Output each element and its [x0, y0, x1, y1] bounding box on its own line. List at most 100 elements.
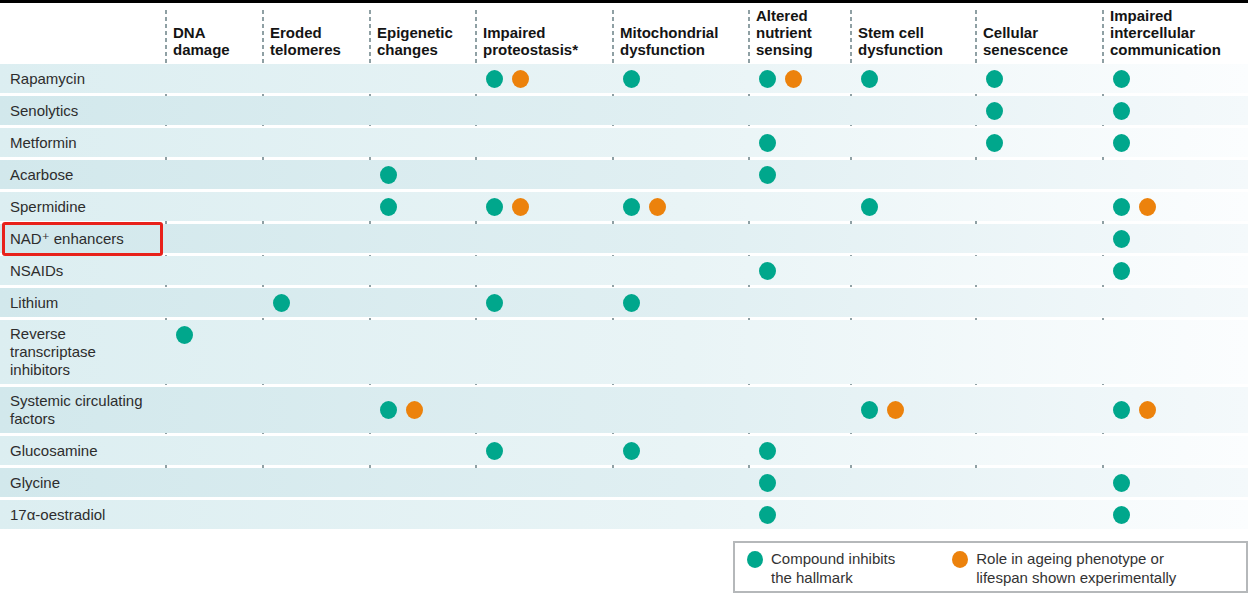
row-label-text: 17α-oestradiol — [10, 506, 105, 524]
matrix-rows: RapamycinSenolyticsMetforminAcarboseSper… — [0, 64, 1248, 532]
row-label: NSAIDs — [0, 257, 166, 285]
legend-item-experimental-role: Role in ageing phenotype or lifespan sho… — [952, 549, 1176, 587]
table-row: NAD⁺ enhancers — [0, 224, 1248, 253]
matrix-cell — [749, 474, 851, 492]
teal-dot — [747, 551, 763, 568]
teal-dot — [861, 198, 878, 216]
teal-dot — [1113, 102, 1130, 120]
teal-dot — [986, 102, 1003, 120]
row-label: Senolytics — [0, 97, 166, 125]
matrix-cell — [749, 166, 851, 184]
legend-item-inhibits-hallmark: Compound inhibits the hallmark — [747, 549, 895, 587]
column-header: DNA damage — [166, 24, 263, 61]
teal-dot — [486, 198, 503, 216]
matrix-cell — [1103, 474, 1248, 492]
row-label-text: NSAIDs — [10, 262, 63, 280]
legend-label-line: lifespan shown experimentally — [976, 568, 1176, 587]
teal-dot — [1113, 262, 1130, 280]
table-row: Glycine — [0, 468, 1248, 497]
column-header: Mitochondrial dysfunction — [613, 24, 749, 61]
matrix-cell — [1103, 401, 1248, 419]
teal-dot — [380, 401, 397, 419]
matrix-cell — [263, 294, 370, 312]
column-header-text: Altered nutrient sensing — [756, 7, 813, 58]
row-label: Reverse transcriptase inhibitors — [0, 320, 166, 384]
teal-dot — [1113, 474, 1130, 492]
matrix-cell — [1103, 70, 1248, 88]
legend: Compound inhibits the hallmark Role in a… — [733, 541, 1248, 593]
column-headers: DNA damage Eroded telomeresEpigenetic cha… — [0, 0, 1248, 61]
teal-dot — [861, 70, 878, 88]
table-row: Rapamycin — [0, 64, 1248, 93]
teal-dot — [623, 294, 640, 312]
matrix-cell — [476, 294, 613, 312]
matrix-cell — [851, 198, 976, 216]
row-label: Spermidine — [0, 193, 166, 221]
column-header-text: Mitochondrial dysfunction — [620, 24, 718, 58]
matrix-cell — [613, 294, 749, 312]
teal-dot — [486, 70, 503, 88]
teal-dot — [759, 442, 776, 460]
column-header-text: Impaired intercellular communication — [1110, 7, 1221, 58]
table-row: 17α-oestradiol — [0, 500, 1248, 529]
table-row: Senolytics — [0, 96, 1248, 125]
matrix-cell — [976, 134, 1103, 152]
matrix-cell — [851, 401, 976, 419]
matrix-cell — [613, 198, 749, 216]
row-label: 17α-oestradiol — [0, 501, 166, 529]
column-header: Eroded telomeres — [263, 24, 370, 61]
column-header: Epigenetic changes — [370, 24, 476, 61]
orange-dot — [512, 198, 529, 216]
matrix-cell — [749, 506, 851, 524]
teal-dot — [861, 401, 878, 419]
row-label-text: Reverse transcriptase inhibitors — [10, 325, 146, 379]
matrix-cell — [749, 262, 851, 280]
matrix-cell — [976, 70, 1103, 88]
teal-dot — [1113, 506, 1130, 524]
teal-dot — [176, 326, 193, 344]
orange-dot — [887, 401, 904, 419]
matrix-cell — [1103, 262, 1248, 280]
column-header-text: DNA damage — [173, 24, 230, 58]
column-header: Impaired proteostasis* — [476, 24, 613, 61]
teal-dot — [486, 294, 503, 312]
row-label-text: Glycine — [10, 474, 60, 492]
column-header: Altered nutrient sensing — [749, 7, 851, 61]
matrix-cell — [370, 166, 476, 184]
table-row: Glucosamine — [0, 436, 1248, 465]
table-row: Spermidine — [0, 192, 1248, 221]
matrix-cell — [476, 198, 613, 216]
row-label: Rapamycin — [0, 65, 166, 93]
matrix-cell — [1103, 198, 1248, 216]
legend-label-line: Role in ageing phenotype or — [976, 549, 1176, 568]
row-label: Lithium — [0, 289, 166, 317]
legend-label-line: Compound inhibits — [771, 549, 895, 568]
row-label-text: NAD⁺ enhancers — [10, 230, 124, 248]
row-label-text: Rapamycin — [10, 70, 85, 88]
column-header-text: Stem cell dysfunction — [858, 24, 943, 58]
teal-dot — [623, 198, 640, 216]
teal-dot — [273, 294, 290, 312]
orange-dot — [785, 70, 802, 88]
matrix-cell — [166, 326, 263, 344]
orange-dot — [649, 198, 666, 216]
teal-dot — [759, 134, 776, 152]
teal-dot — [986, 134, 1003, 152]
matrix-cell — [476, 70, 613, 88]
teal-dot — [759, 506, 776, 524]
matrix-cell — [1103, 506, 1248, 524]
matrix-cell — [370, 198, 476, 216]
legend-label: Role in ageing phenotype or lifespan sho… — [976, 549, 1176, 587]
row-label-text: Metformin — [10, 134, 77, 152]
teal-dot — [759, 262, 776, 280]
row-label: NAD⁺ enhancers — [0, 225, 166, 253]
hallmarks-compounds-matrix-figure: DNA damage Eroded telomeresEpigenetic cha… — [0, 0, 1248, 593]
teal-dot — [986, 70, 1003, 88]
row-label-text: Senolytics — [10, 102, 78, 120]
matrix-cell — [1103, 230, 1248, 248]
orange-dot — [952, 551, 968, 568]
table-row: Reverse transcriptase inhibitors — [0, 320, 1248, 384]
teal-dot — [759, 166, 776, 184]
orange-dot — [1139, 401, 1156, 419]
column-header-text: Impaired proteostasis* — [483, 24, 578, 58]
